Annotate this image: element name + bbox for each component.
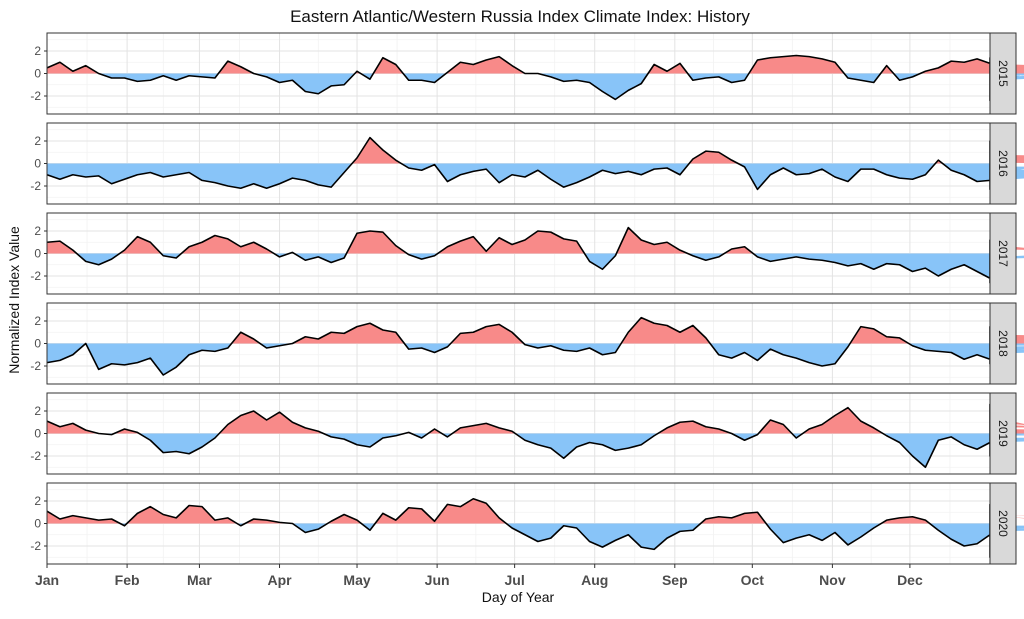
x-tick-label-apr: Apr: [267, 572, 292, 588]
facet-label-2019: 2019: [996, 420, 1010, 447]
panel-2018: -2 0 2 2018: [30, 302, 1024, 385]
x-tick-label-dec: Dec: [897, 572, 923, 588]
y-tick-label: 0: [34, 67, 41, 81]
x-tick-label-jul: Jul: [505, 572, 525, 588]
positive-area: [47, 55, 1024, 74]
negative-area: [47, 163, 1024, 190]
negative-area: [47, 343, 1024, 375]
facet-strip: [989, 122, 1017, 205]
y-tick-label: 0: [34, 427, 41, 441]
x-tick-label-oct: Oct: [741, 572, 765, 588]
x-tick-label-may: May: [343, 572, 370, 588]
x-axis-title: Day of Year: [482, 589, 555, 605]
facet-label-2015: 2015: [996, 60, 1010, 87]
facet-strip: [989, 482, 1017, 565]
panels-layer: -2 0 2 2015 -2 0 2 2016 -2 0 2 2017 -2 0 2 2018 -2 0 2 2019…: [30, 32, 1024, 565]
panel-2017: -2 0 2 2017: [30, 212, 1024, 295]
y-tick-label: 2: [34, 494, 41, 508]
x-tick-label-jun: Jun: [425, 572, 450, 588]
y-tick-label: 2: [34, 44, 41, 58]
y-tick-label: 0: [34, 157, 41, 171]
facet-strip: [989, 302, 1017, 385]
y-tick-label: 0: [34, 247, 41, 261]
y-tick-label: 0: [34, 517, 41, 531]
panel-2015: -2 0 2 2015: [30, 32, 1024, 115]
chart-title: Eastern Atlantic/Western Russia Index Cl…: [290, 7, 750, 26]
y-tick-label: -2: [30, 359, 41, 373]
x-tick-label-jan: Jan: [35, 572, 59, 588]
y-tick-label: 2: [34, 314, 41, 328]
panel-2020: -2 0 2 2020: [30, 482, 1024, 565]
y-tick-label: 2: [34, 134, 41, 148]
y-tick-label: -2: [30, 179, 41, 193]
x-tick-label-aug: Aug: [581, 572, 608, 588]
y-tick-label: -2: [30, 449, 41, 463]
x-axis: Jan Feb Mar Apr May Jun Jul Aug Sep Oct Nov Dec: [35, 564, 923, 588]
facet-strip: [989, 32, 1017, 115]
positive-area: [47, 227, 1024, 254]
y-tick-label: 0: [34, 337, 41, 351]
y-axis-title: Normalized Index Value: [6, 226, 22, 374]
x-tick-label-mar: Mar: [187, 572, 212, 588]
facet-label-2017: 2017: [996, 240, 1010, 267]
facet-label-2016: 2016: [996, 150, 1010, 177]
negative-area: [47, 253, 1024, 283]
facet-label-2018: 2018: [996, 330, 1010, 357]
y-tick-label: 2: [34, 404, 41, 418]
y-tick-label: -2: [30, 89, 41, 103]
panel-2016: -2 0 2 2016: [30, 122, 1024, 205]
x-tick-label-sep: Sep: [662, 572, 688, 588]
x-tick-label-feb: Feb: [115, 572, 140, 588]
y-tick-label: 2: [34, 224, 41, 238]
facet-strip: [989, 392, 1017, 475]
x-tick-label-nov: Nov: [819, 572, 846, 588]
facet-label-2020: 2020: [996, 510, 1010, 537]
y-tick-label: -2: [30, 269, 41, 283]
positive-area: [47, 404, 1024, 434]
facet-strip: [989, 212, 1017, 295]
panel-2019: -2 0 2 2019: [30, 392, 1024, 475]
y-tick-label: -2: [30, 539, 41, 553]
negative-area: [47, 523, 1024, 558]
